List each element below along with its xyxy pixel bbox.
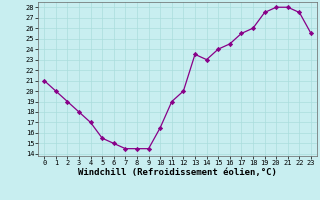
X-axis label: Windchill (Refroidissement éolien,°C): Windchill (Refroidissement éolien,°C) [78,168,277,177]
